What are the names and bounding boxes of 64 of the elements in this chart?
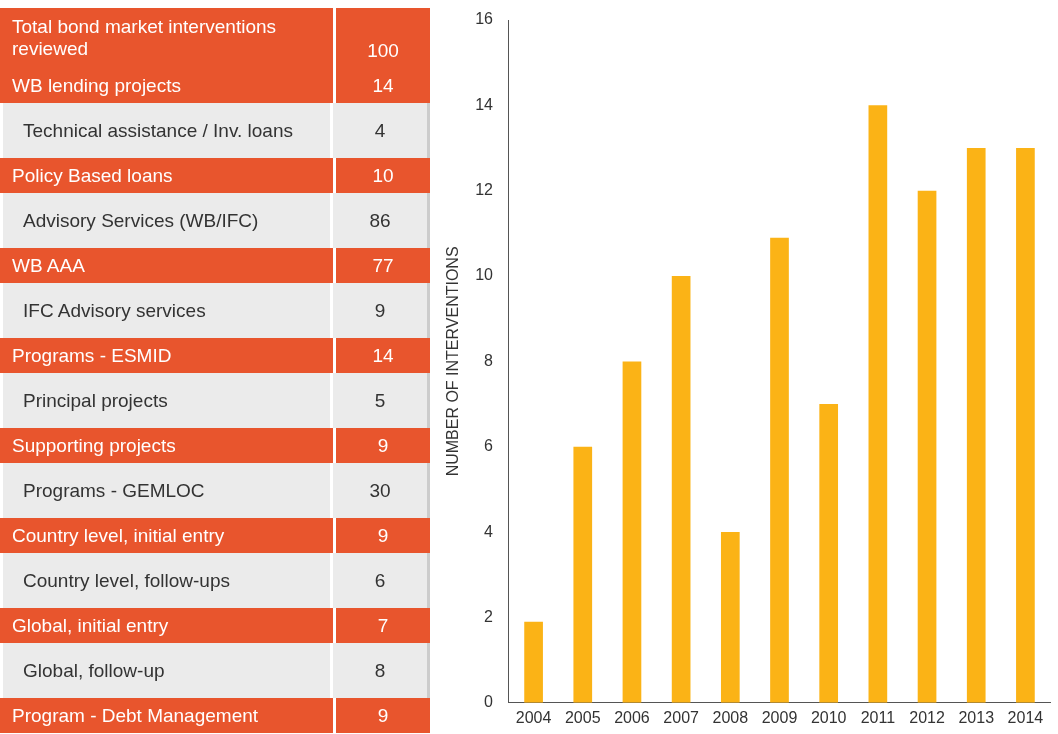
bar [868, 105, 888, 703]
category-label: Programs - GEMLOC [0, 463, 330, 518]
data-label: 9 [333, 518, 430, 553]
y-tick-label: 16 [475, 10, 494, 28]
category-label: Technical assistance / Inv. loans [0, 103, 330, 158]
bar [819, 404, 839, 703]
x-tick-label: 2004 [515, 708, 552, 726]
data-label: 77 [333, 248, 430, 283]
data-label: 5 [330, 373, 430, 428]
category-label: Global, initial entry [11, 613, 170, 638]
data-label: 14 [333, 338, 430, 373]
x-tick-label: 2010 [810, 708, 847, 726]
x-tick-label: 2014 [1007, 708, 1044, 726]
category-label: Country level, follow-ups [0, 553, 330, 608]
bar [671, 276, 691, 703]
data-label: 8 [330, 643, 430, 698]
data-label: 9 [333, 428, 430, 463]
x-tick-label: 2008 [712, 708, 749, 726]
category-label: Programs - ESMID [11, 343, 173, 368]
data-label: 9 [333, 698, 430, 733]
y-tick-label: 2 [484, 607, 494, 625]
bar [573, 446, 593, 703]
y-tick-label: 4 [484, 522, 494, 540]
y-tick-label: 12 [475, 181, 494, 199]
y-tick-label: 14 [475, 95, 494, 113]
category-label: Global, follow-up [0, 643, 330, 698]
x-tick-label: 2011 [860, 708, 896, 726]
data-label: 14 [333, 68, 430, 103]
x-tick-label: 2007 [663, 708, 700, 726]
category-label: Program - Debt Management [11, 703, 260, 728]
data-label: 7 [333, 608, 430, 643]
category-label: Policy Based loans [11, 163, 174, 188]
category-label: Supporting projects [11, 433, 177, 458]
y-tick-label: 8 [484, 351, 494, 369]
bar [720, 532, 740, 703]
category-label: Country level, initial entry [11, 523, 226, 548]
category-label: Total bond market interventions reviewed [11, 15, 278, 61]
data-label: 9 [330, 283, 430, 338]
x-tick-label: 2006 [614, 708, 650, 726]
y-axis-title: NUMBER OF INTERVENTIONS [444, 246, 462, 477]
y-tick-label: 0 [484, 693, 494, 711]
category-label: WB AAA [11, 253, 86, 278]
category-label: WB lending projects [11, 73, 182, 98]
data-label: 6 [330, 553, 430, 608]
bar [966, 148, 986, 703]
data-label: 86 [330, 193, 430, 248]
data-label: 4 [330, 103, 430, 158]
x-tick-label: 2009 [761, 708, 798, 726]
y-tick-label: 10 [475, 266, 494, 284]
bar [524, 621, 543, 703]
data-label: 10 [333, 158, 430, 193]
x-tick-label: 2013 [958, 708, 995, 726]
x-tick-label: 2005 [564, 708, 601, 726]
category-label: Principal projects [0, 373, 330, 428]
bar [622, 361, 642, 703]
y-tick-label: 6 [484, 437, 494, 455]
category-label: IFC Advisory services [0, 283, 330, 338]
category-label: Advisory Services (WB/IFC) [0, 193, 330, 248]
bar [770, 237, 789, 703]
x-tick-label: 2012 [909, 708, 945, 726]
bar [917, 190, 937, 703]
data-label: 100 [333, 8, 430, 68]
bar [1016, 148, 1035, 703]
data-label: 30 [330, 463, 430, 518]
